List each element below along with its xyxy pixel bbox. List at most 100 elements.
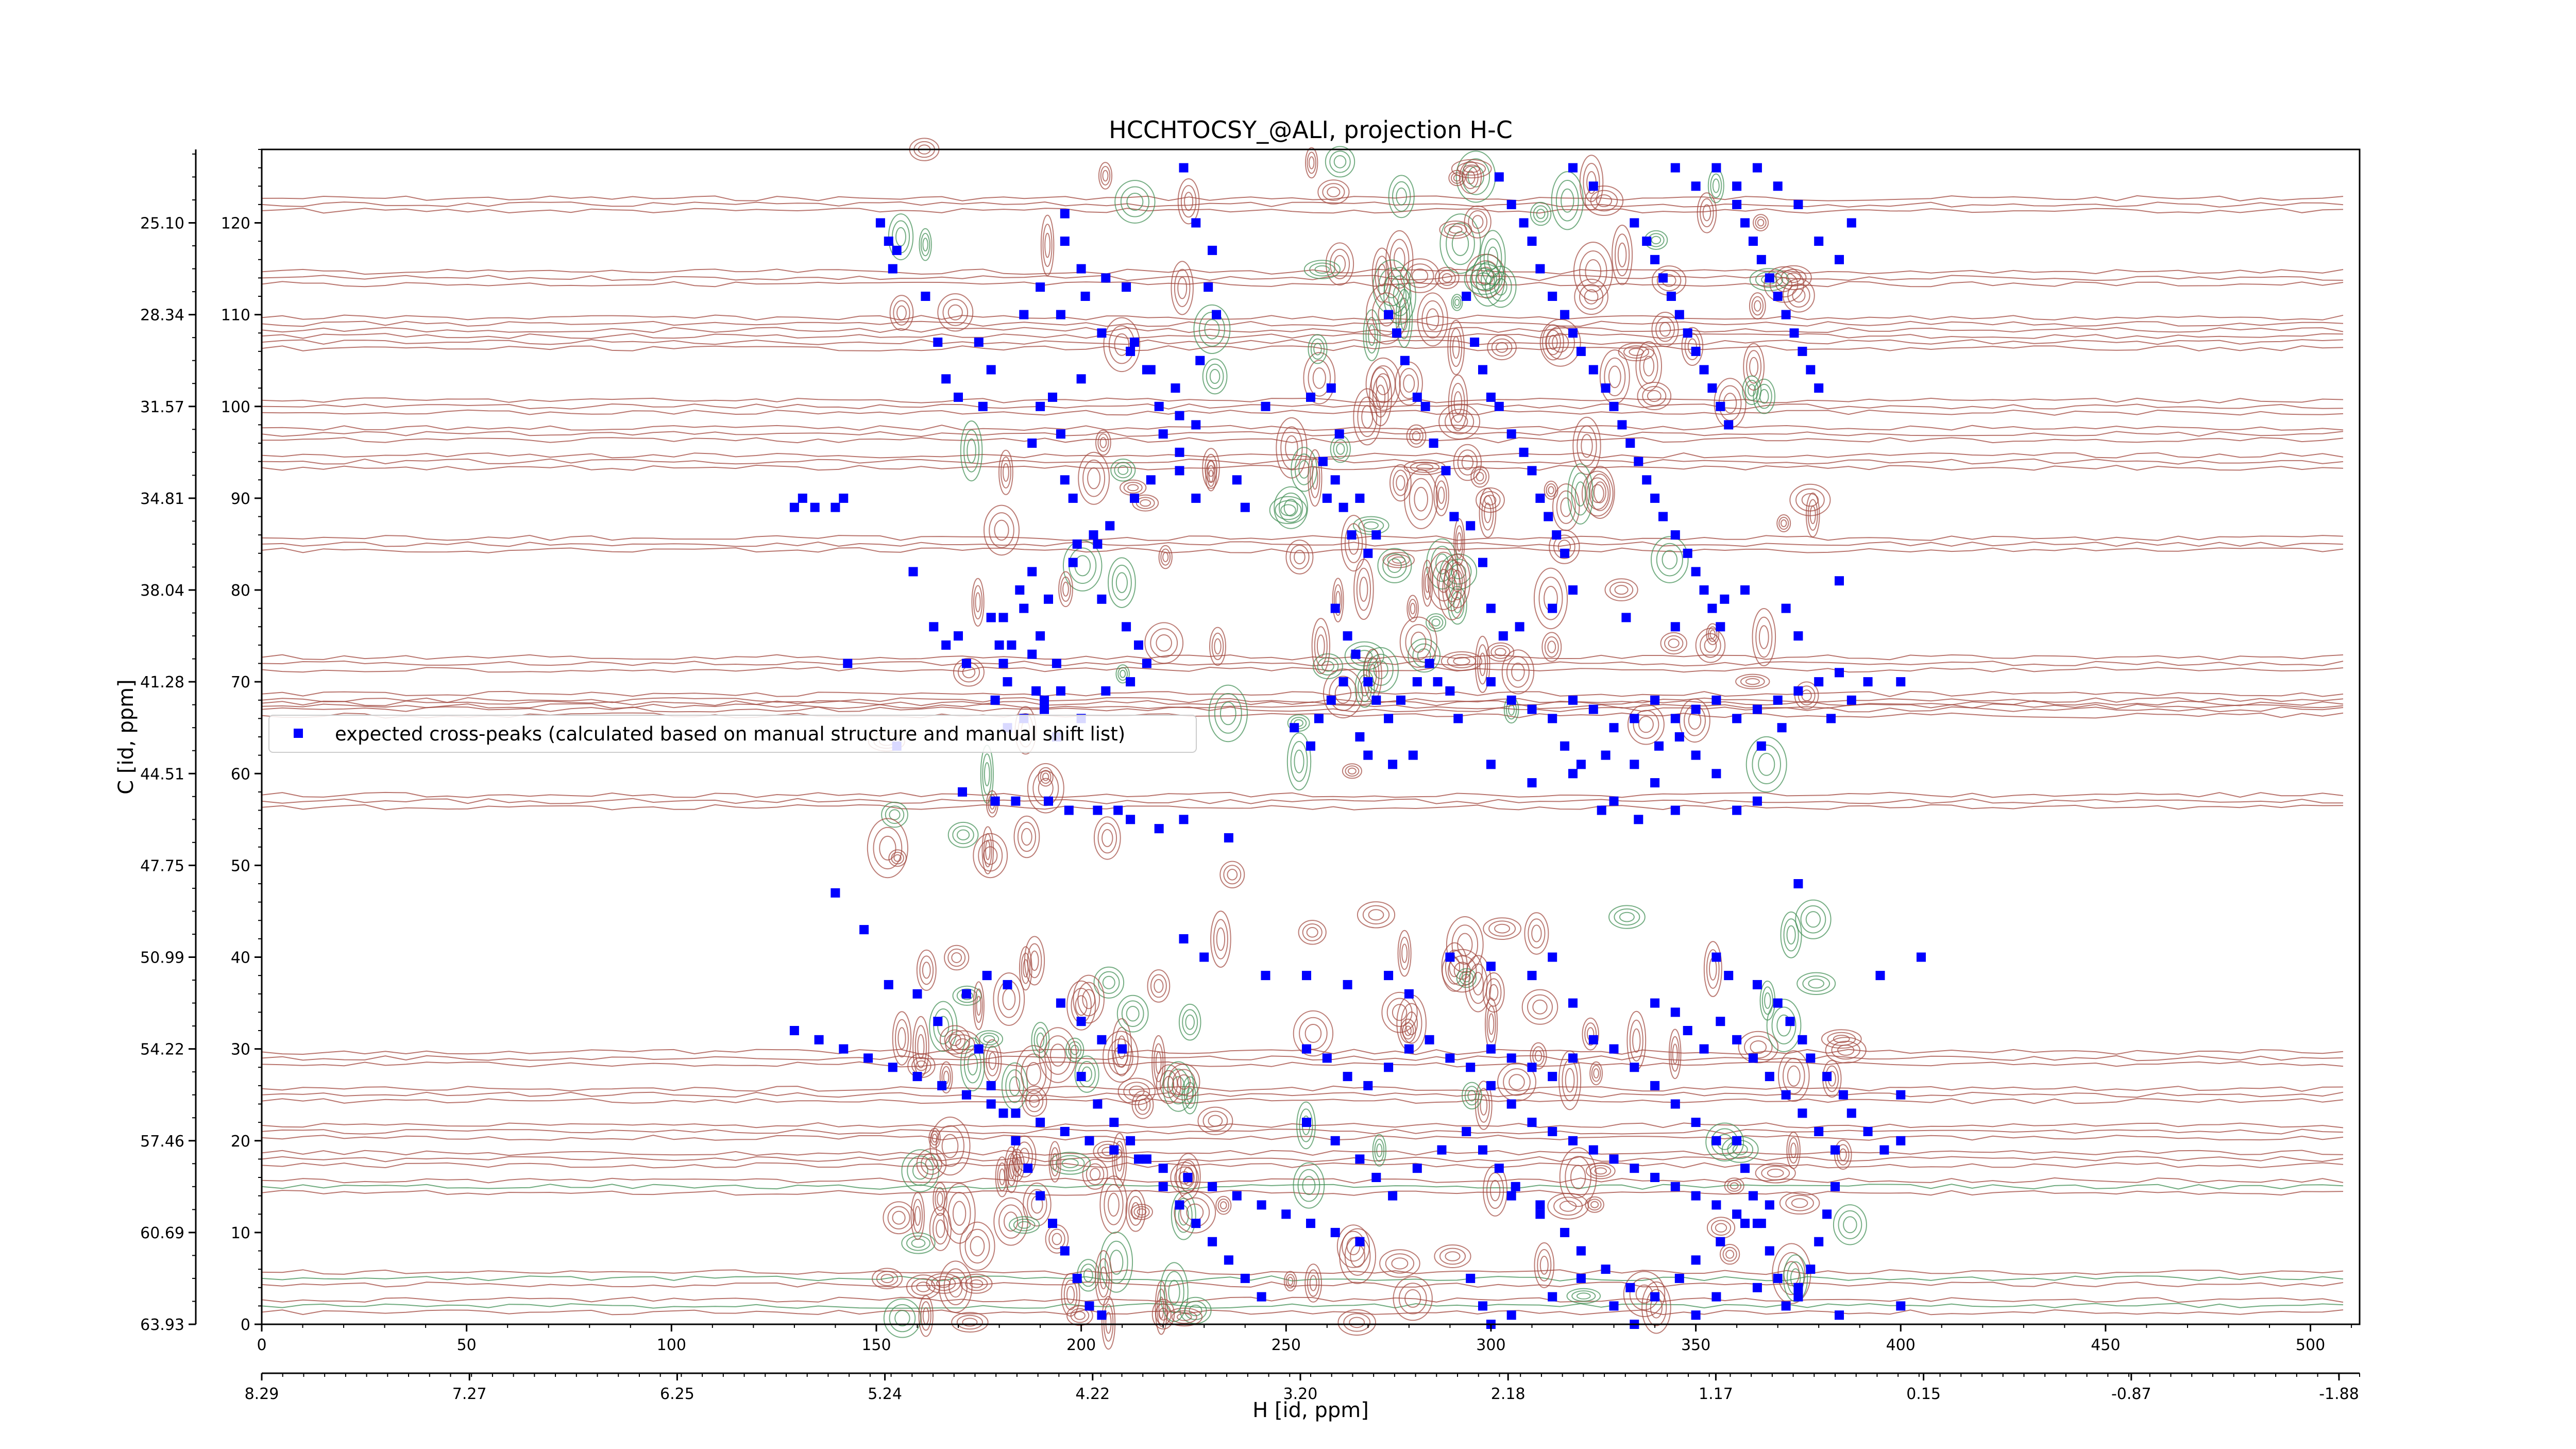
contour-blob [937, 1192, 943, 1206]
y-axis-label: C [id, ppm] [114, 679, 138, 795]
contour-blob [1752, 744, 1781, 784]
contour-blob [1368, 324, 1376, 346]
y-axis-ppm: 63.93 60.69 57.46 54.22 50.99 47.75 44.51 41.28… [140, 149, 197, 1334]
cross-peak-point [1478, 1145, 1487, 1155]
cross-peak-point [1814, 1126, 1824, 1136]
contour-blob [1375, 256, 1389, 295]
contour-blob [1448, 955, 1477, 986]
contour-blob [1296, 1101, 1316, 1150]
cross-peak-point [1076, 1072, 1086, 1082]
contour-blob [1533, 567, 1568, 630]
contour-blob [1484, 495, 1497, 506]
contour-blob [1329, 150, 1351, 173]
contour-blob [1559, 1147, 1597, 1207]
contour-blob [1735, 673, 1770, 689]
y-tick-label: 90 [231, 490, 250, 508]
cross-peak-point [1732, 805, 1742, 815]
contour-blob [1389, 464, 1412, 502]
contour-band [261, 345, 2344, 351]
x-tick-label: 500 [2296, 1336, 2325, 1354]
cross-peak-point [1158, 429, 1168, 439]
contour-band [261, 281, 2344, 288]
cross-peak-point [1257, 1200, 1266, 1210]
cross-peak-point [1330, 1136, 1340, 1145]
cross-peak-point [1506, 199, 1516, 209]
contour-blob [1074, 1055, 1099, 1093]
contour-blob [1545, 329, 1561, 356]
contour-blob [1383, 267, 1416, 325]
cross-peak-point [1515, 622, 1524, 632]
contour-blob [957, 829, 970, 840]
contour-blob [1311, 618, 1331, 675]
cross-peak-point [1326, 383, 1336, 393]
contour-blob [1137, 1208, 1147, 1216]
contour-blob [1534, 1050, 1543, 1062]
cross-peak-point [1752, 796, 1762, 806]
cross-peak-point [1756, 255, 1766, 264]
cross-peak-point [1814, 677, 1824, 687]
contour-blob [1130, 1204, 1153, 1220]
cross-peak-point [929, 622, 939, 632]
cross-peak-point [1568, 769, 1578, 779]
contour-blob [947, 1192, 971, 1235]
cross-peak-point [1462, 292, 1471, 301]
contour-blob [895, 1019, 909, 1058]
cross-peak-point [1072, 1273, 1082, 1283]
contour-blob [1467, 166, 1484, 188]
contour-blob [1833, 1204, 1867, 1245]
contour-blob [911, 1278, 936, 1296]
cross-peak-point [884, 237, 893, 246]
cross-peak-point [908, 567, 918, 577]
contour-blob [1307, 151, 1316, 174]
contour-blob [1205, 453, 1217, 483]
contour-blob [1467, 1090, 1477, 1102]
x-ppm-tick-label: 5.24 [868, 1385, 902, 1403]
contour-blob [1486, 642, 1515, 662]
contour-blob [976, 996, 981, 1016]
contour-blob [1404, 1289, 1421, 1308]
contour-blob [1706, 949, 1720, 989]
cross-peak-point [1355, 1154, 1365, 1164]
cross-peak-point [986, 613, 996, 622]
contour-blob [1214, 693, 1242, 734]
contour-blob [984, 762, 990, 786]
contour-blob [1434, 1244, 1471, 1268]
contour-blob [1539, 318, 1581, 367]
contour-blob [1108, 1192, 1120, 1217]
contour-blob [1639, 348, 1658, 384]
contour-blob [1646, 1289, 1667, 1326]
cross-peak-point [1191, 493, 1201, 503]
cross-peak-point [1674, 1273, 1684, 1283]
contour-blob [1333, 155, 1347, 169]
contour-blob [1009, 1216, 1040, 1234]
contour-blob [1703, 941, 1722, 997]
y-ppm-tick-label: 54.22 [140, 1041, 184, 1059]
contour-blob [1453, 391, 1463, 415]
contour-blob [1029, 1094, 1040, 1108]
contour-blob [1459, 161, 1482, 194]
contour-blob [1470, 465, 1489, 488]
cross-peak-point [954, 392, 963, 402]
contour-blob [1537, 1249, 1552, 1282]
contour-blob [1805, 911, 1821, 928]
contour-blob [1409, 478, 1433, 520]
contour-blob [1376, 1143, 1383, 1157]
contour-blob [998, 449, 1013, 495]
cross-peak-point [1609, 1301, 1619, 1311]
cross-peak-point [1449, 512, 1459, 521]
y-tick-label: 10 [231, 1224, 250, 1242]
contour-blob [1353, 516, 1389, 535]
cross-peak-point [1831, 1182, 1840, 1191]
contour-blob [1445, 409, 1475, 434]
cross-peak-point [990, 796, 1000, 806]
contour-blob [1216, 927, 1226, 951]
contour-blob [1144, 622, 1184, 664]
cross-peak-point [1048, 1219, 1057, 1228]
cross-peak-point [1527, 466, 1537, 476]
contour-blob [1745, 736, 1787, 793]
contour-blob [887, 1206, 910, 1229]
contour-blob [1617, 242, 1627, 267]
y-ppm-tick-label: 34.81 [140, 490, 184, 508]
cross-peak-point [1306, 392, 1315, 402]
cross-peak-point [1609, 401, 1619, 411]
